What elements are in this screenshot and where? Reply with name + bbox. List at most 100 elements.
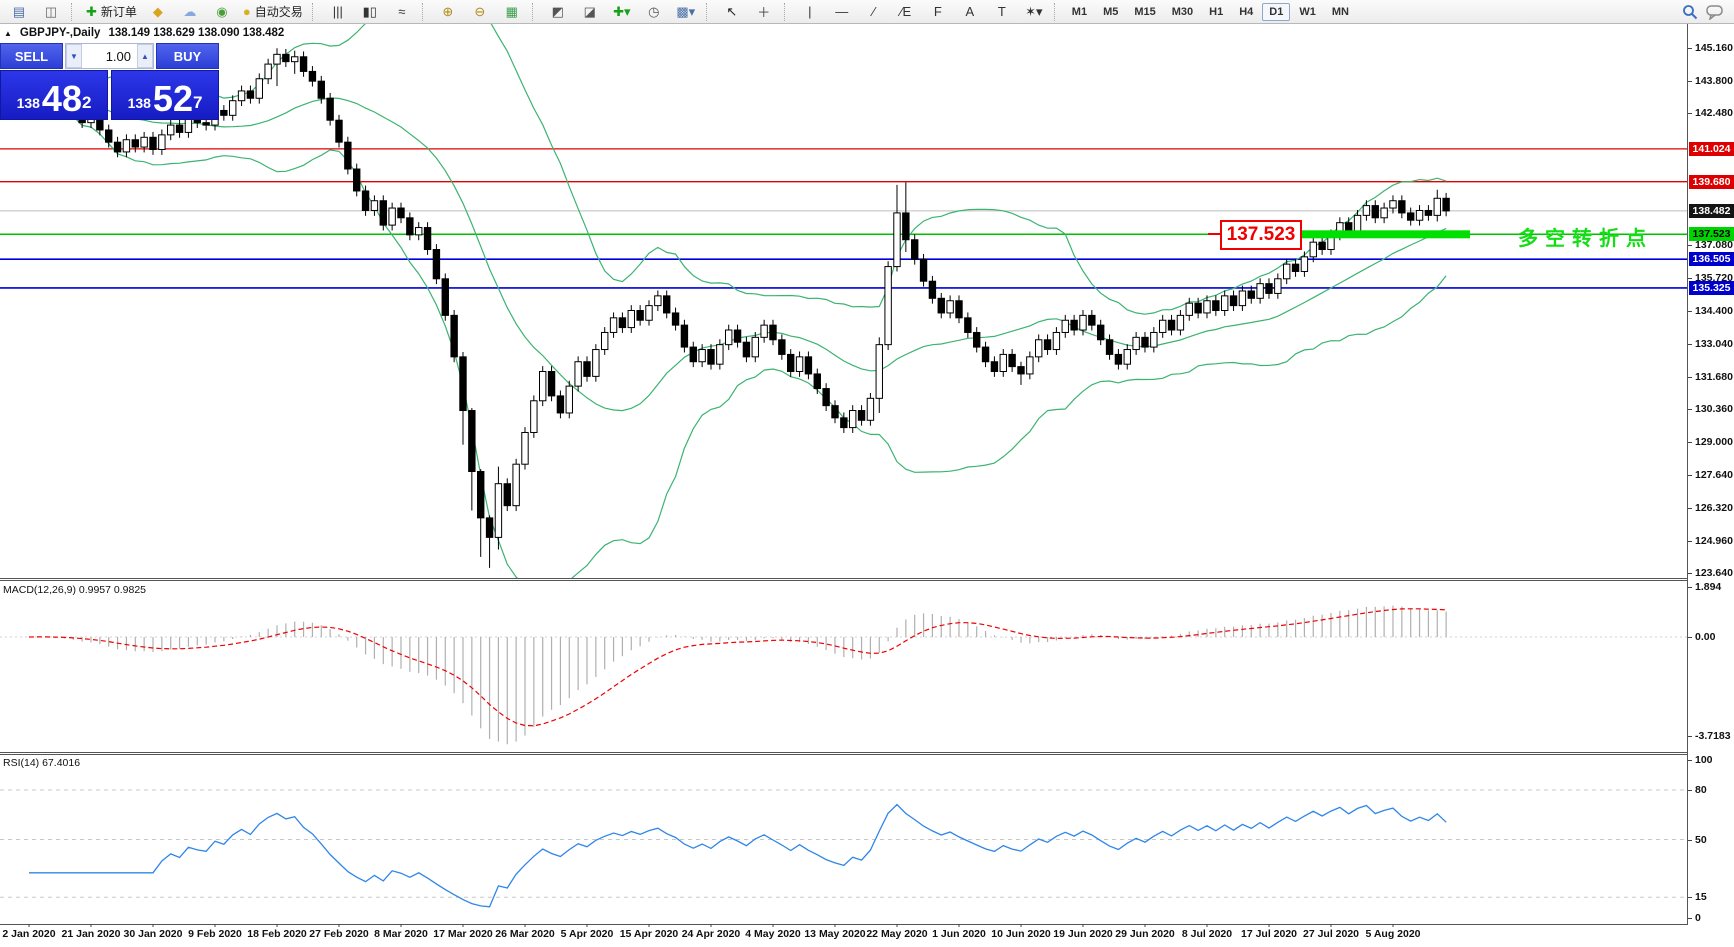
zoom-in-icon[interactable]: ⊕ — [442, 3, 454, 19]
bar-chart-mode-icon[interactable]: ||| — [332, 4, 343, 19]
chat-icon[interactable] — [1706, 4, 1724, 20]
date-tick-mark — [1206, 924, 1208, 927]
macd-chart-canvas[interactable] — [0, 581, 1687, 752]
date-axis[interactable]: 2 Jan 2020 21 Jan 2020 30 Jan 2020 9 Feb 20… — [0, 924, 1687, 947]
market-watch-icon[interactable]: ▤ — [12, 3, 26, 19]
candle-body — [1176, 314, 1185, 331]
candlestick-mode-icon[interactable]: ▮▯ — [362, 3, 377, 19]
candle-body — [158, 134, 166, 150]
chart-title: ▲ GBPJPY-,Daily 138.149 138.629 138.090 … — [4, 27, 284, 39]
toolbar-separator — [1053, 2, 1060, 21]
text-label-tool-icon[interactable]: T — [997, 4, 1006, 19]
timeframe-button-m5[interactable]: M5 — [1103, 5, 1119, 18]
bid-price-panel[interactable]: 138 48 2 — [0, 70, 108, 120]
candle-body — [1079, 314, 1087, 331]
timeframe-button-m30[interactable]: M30 — [1171, 5, 1194, 18]
price-chart-canvas[interactable] — [0, 24, 1687, 578]
candle-body — [716, 344, 724, 365]
candle-body — [574, 361, 582, 387]
ask-sup: 7 — [192, 93, 203, 112]
object-marker-icon: ▲ — [4, 28, 12, 38]
candle-body — [370, 200, 379, 211]
date-tick-label: 5 Apr 2020 — [560, 928, 614, 940]
candle-body — [291, 56, 299, 63]
candle-body — [237, 90, 246, 102]
timeframe-button-w1[interactable]: W1 — [1299, 5, 1316, 18]
axis-tick: 133.040 — [1688, 338, 1734, 350]
data-window-icon[interactable]: ◫ — [44, 3, 58, 19]
candle-body — [866, 397, 875, 421]
zoom-out-icon[interactable]: ⊖ — [474, 3, 486, 19]
sell-button[interactable]: SELL — [0, 43, 63, 69]
candle-body — [406, 217, 414, 236]
candle-body — [1424, 209, 1433, 216]
price-badge: 135.325 — [1689, 280, 1734, 295]
panel-divider-macd[interactable] — [0, 578, 1687, 581]
date-tick-mark — [834, 924, 836, 927]
candle-body — [919, 258, 928, 282]
candle-body — [911, 239, 919, 260]
gold-icon[interactable]: ◆ — [152, 3, 163, 19]
line-chart-mode-icon[interactable]: ≈ — [398, 4, 406, 19]
candle-body — [875, 344, 883, 399]
volume-increase-button[interactable]: ▲ — [137, 44, 153, 68]
candle-body — [353, 168, 361, 192]
add-indicator-button[interactable]: ✚▾ — [613, 3, 631, 19]
volume-input[interactable]: 1.00 — [105, 48, 131, 64]
templates-dropdown[interactable]: ▩▾ — [676, 3, 696, 19]
chart-shift-icon[interactable]: ◪ — [583, 3, 596, 19]
timeframe-button-mn[interactable]: MN — [1331, 5, 1349, 18]
timeframe-button-h4[interactable]: H4 — [1239, 5, 1254, 18]
key-level-price-label[interactable]: 137.523 — [1220, 220, 1302, 251]
price-axis[interactable]: 145.160 143.800 142.480 137.080 135.720 134.4… — [1687, 24, 1734, 925]
auto-trading-button[interactable]: ● 自动交易 — [242, 4, 303, 19]
fibonacci-tool-icon[interactable]: F — [933, 4, 942, 19]
ask-price-panel[interactable]: 138 52 7 — [111, 70, 219, 120]
timeframe-button-m1[interactable]: M1 — [1071, 5, 1088, 18]
candle-body — [769, 324, 777, 341]
axis-tick: 127.640 — [1688, 469, 1734, 481]
timeframe-button-d1[interactable]: D1 — [1262, 2, 1291, 21]
candle-body — [1256, 283, 1264, 299]
timeframe-button-h1[interactable]: H1 — [1209, 5, 1224, 18]
auto-scroll-icon[interactable]: ◩ — [551, 3, 564, 19]
bid-prefix: 138 — [16, 95, 40, 111]
candle-body — [787, 353, 795, 372]
candle-body — [609, 317, 618, 333]
arrows-tool-dropdown[interactable]: ✶▾ — [1025, 3, 1043, 19]
panel-divider-rsi[interactable] — [0, 752, 1687, 755]
text-tool-icon[interactable]: A — [965, 4, 975, 19]
cursor-tool-icon[interactable]: ↖ — [726, 3, 738, 19]
search-icon[interactable] — [1682, 4, 1698, 20]
publisher-icon[interactable]: ☁ — [183, 3, 197, 19]
volume-decrease-button[interactable]: ▼ — [66, 44, 82, 68]
channel-tool-icon[interactable]: ∕E — [900, 4, 912, 19]
horizontal-line-tool-icon[interactable]: — — [835, 4, 849, 19]
candle-body — [884, 266, 892, 346]
date-tick-mark — [338, 924, 340, 927]
rsi-chart-canvas[interactable] — [0, 755, 1687, 924]
trendline-tool-icon[interactable]: ∕ — [872, 4, 875, 19]
date-tick-mark — [1020, 924, 1022, 927]
date-tick-mark — [276, 924, 278, 927]
vertical-line-tool-icon[interactable]: | — [808, 4, 812, 19]
date-tick-mark — [648, 924, 650, 927]
candle-body — [167, 124, 175, 136]
turning-point-note[interactable]: 多空转折点 — [1518, 228, 1653, 251]
signal-icon[interactable]: ◉ — [216, 3, 228, 19]
toolbar-separator — [783, 2, 790, 21]
candle-body — [1442, 197, 1450, 212]
buy-button[interactable]: BUY — [156, 43, 219, 69]
candle-body — [1096, 324, 1105, 341]
timeframe-button-m15[interactable]: M15 — [1134, 5, 1156, 18]
key-level-bar[interactable] — [1296, 230, 1470, 239]
candle-body — [1150, 331, 1158, 348]
candle-body — [1105, 339, 1114, 355]
candle-body — [113, 141, 122, 153]
period-clock-icon[interactable]: ◷ — [648, 3, 660, 19]
crosshair-tool-icon[interactable]: ＋ — [757, 5, 771, 20]
tile-windows-icon[interactable]: ▦ — [505, 3, 518, 19]
candle-body — [335, 119, 343, 143]
new-order-button[interactable]: ✚ 新订单 — [86, 3, 137, 20]
price-badge: 138.482 — [1689, 203, 1734, 218]
